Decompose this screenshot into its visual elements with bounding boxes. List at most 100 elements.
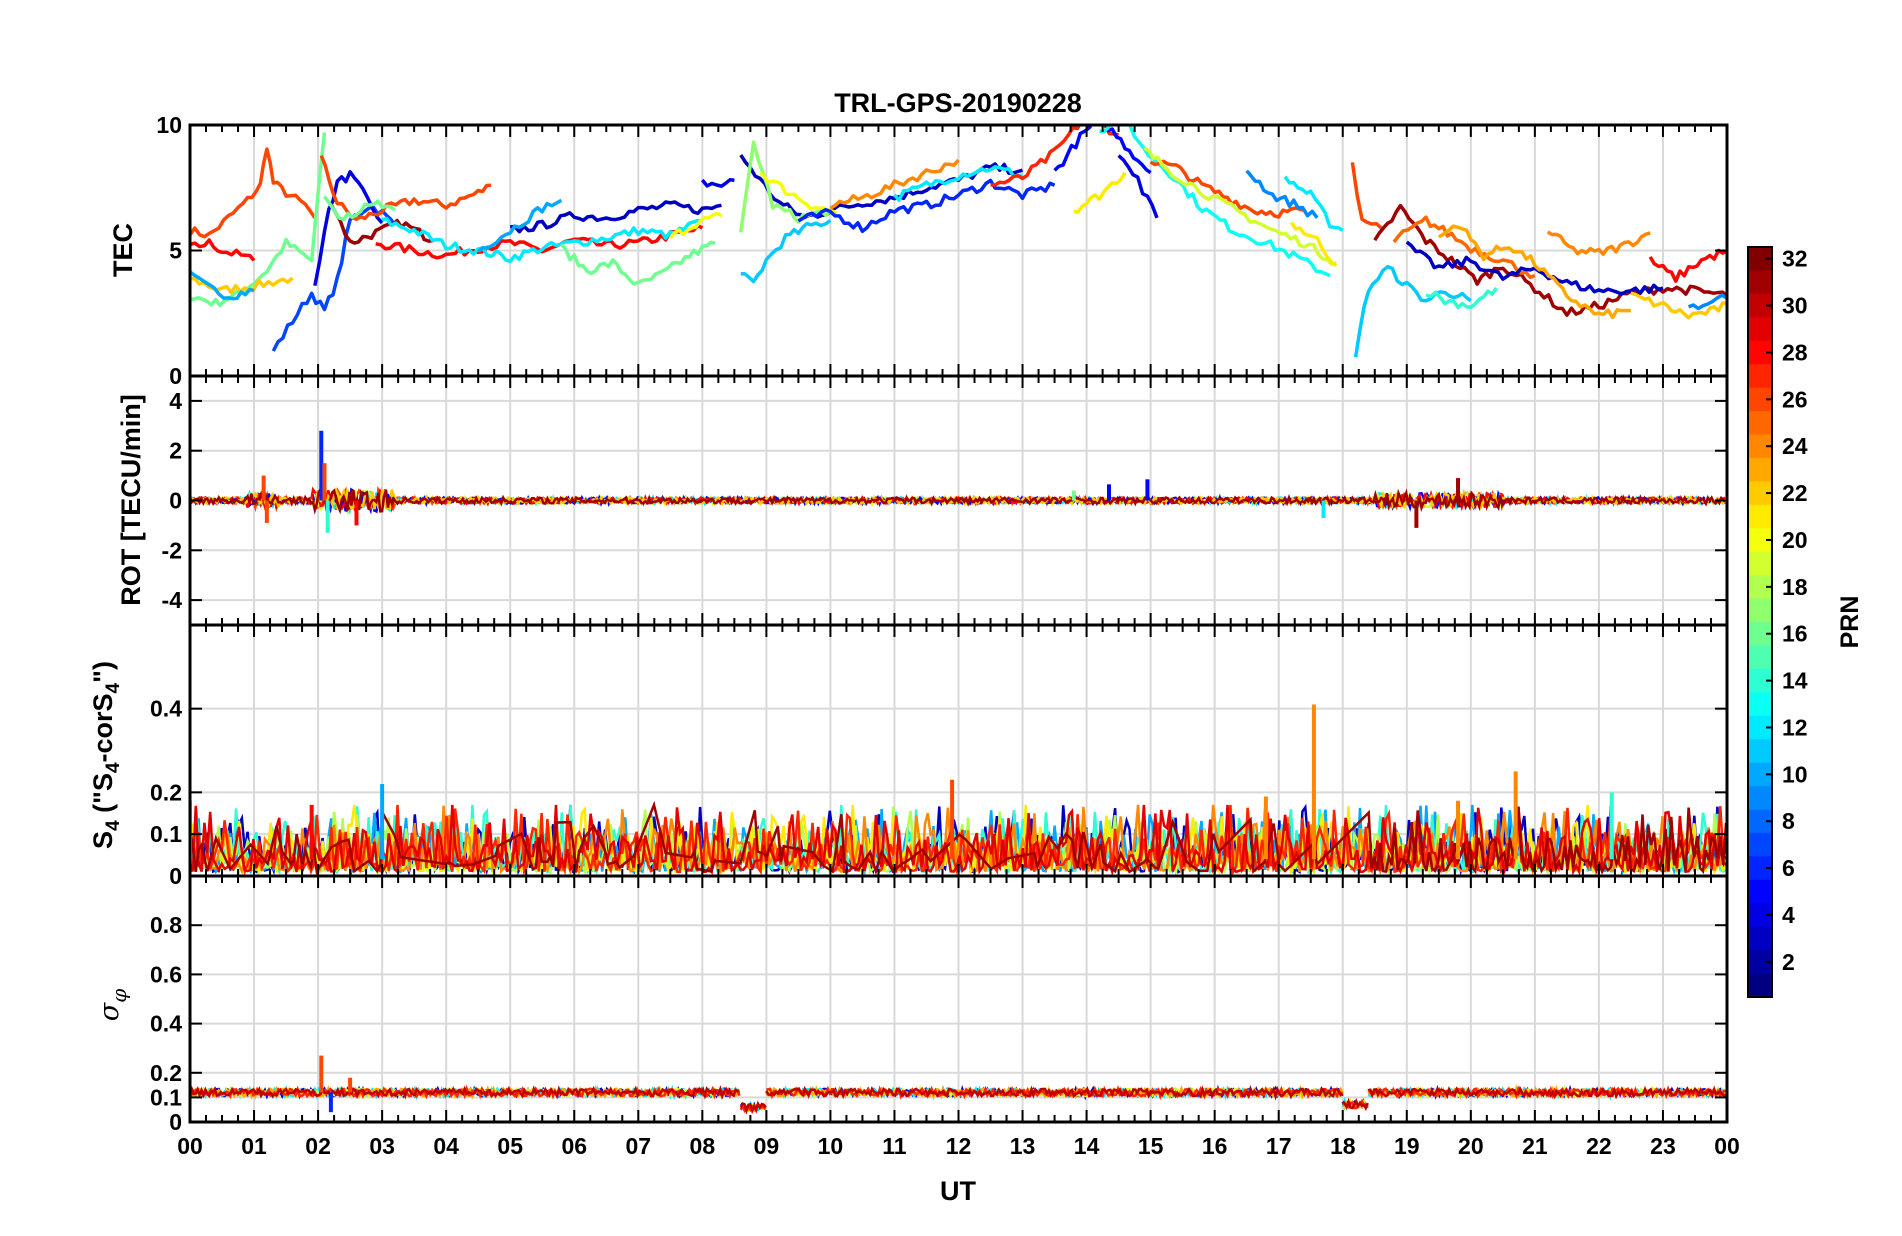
x-tick-label: 09 bbox=[754, 1133, 780, 1159]
tec-line-prn-24 bbox=[829, 158, 960, 210]
tec-line-prn-9 bbox=[1687, 293, 1727, 311]
y-tick-label: 0 bbox=[169, 488, 182, 514]
x-axis-label: UT bbox=[940, 1176, 976, 1206]
colorbar-cell bbox=[1748, 270, 1772, 295]
tec-line-prn-16 bbox=[190, 132, 327, 308]
rot-trace-prn-31 bbox=[190, 487, 1726, 515]
y-tick-label: 0.1 bbox=[150, 821, 182, 847]
tec-line-prn-20 bbox=[758, 171, 838, 215]
colorbar-tick-label: 20 bbox=[1782, 527, 1808, 553]
tec-series bbox=[190, 125, 1727, 358]
sigma-phi-ticks: 00.10.2 0.4 0.6 0.8 00 01 02 03 04 05 06 07 08 09 10 11… bbox=[150, 874, 1740, 1159]
x-tick-label: 13 bbox=[1010, 1133, 1036, 1159]
colorbar-tick-label: 24 bbox=[1782, 433, 1808, 459]
colorbar-tick-label: 28 bbox=[1782, 339, 1808, 365]
colorbar-cell bbox=[1748, 598, 1772, 623]
colorbar-tick-label: 18 bbox=[1782, 574, 1808, 600]
tec-line-prn-16 bbox=[323, 195, 397, 222]
y-tick-label: 0 bbox=[169, 863, 182, 889]
colorbar-cells bbox=[1748, 247, 1772, 998]
x-tick-label: 07 bbox=[625, 1133, 651, 1159]
tec-line-prn-4 bbox=[1117, 154, 1159, 219]
colorbar-tick-label: 10 bbox=[1782, 761, 1808, 787]
colorbar-cell bbox=[1748, 457, 1772, 482]
colorbar-cell bbox=[1748, 786, 1772, 811]
x-tick-label: 17 bbox=[1266, 1133, 1292, 1159]
colorbar-cell bbox=[1748, 317, 1772, 342]
x-tick-label: 05 bbox=[497, 1133, 523, 1159]
colorbar-tick-label: 2 bbox=[1782, 949, 1795, 975]
colorbar-tick-label: 14 bbox=[1782, 668, 1808, 694]
rot-panel: -4 -2 0 2 4 bbox=[162, 374, 1729, 627]
x-tick-label: 23 bbox=[1650, 1133, 1676, 1159]
x-tick-label: 21 bbox=[1522, 1133, 1548, 1159]
x-tick-label: 11 bbox=[882, 1133, 907, 1159]
x-tick-label: 15 bbox=[1138, 1133, 1164, 1159]
y-tick-label: 0 bbox=[169, 363, 182, 389]
tec-line-prn-16 bbox=[560, 240, 716, 286]
tec-line-prn-3 bbox=[510, 200, 722, 234]
tec-line-prn-22 bbox=[1630, 291, 1727, 320]
colorbar-tick-label: 32 bbox=[1782, 246, 1808, 272]
colorbar-cell bbox=[1748, 973, 1772, 998]
figure-title: TRL-GPS-20190228 bbox=[834, 88, 1082, 118]
x-tick-label: 16 bbox=[1202, 1133, 1228, 1159]
tec-line-prn-10 bbox=[190, 270, 255, 301]
tec-line-prn-11 bbox=[1353, 264, 1472, 358]
y-tick-label: 4 bbox=[169, 388, 182, 414]
tec-line-prn-4 bbox=[700, 177, 735, 188]
tec-line-prn-14 bbox=[1425, 287, 1498, 310]
tec-line-prn-5 bbox=[1053, 125, 1152, 175]
y-tick-label: 0.8 bbox=[150, 912, 182, 938]
tec-line-prn-3 bbox=[1405, 240, 1664, 296]
colorbar-tick-label: 26 bbox=[1782, 386, 1808, 412]
tec-line-prn-26 bbox=[1350, 162, 1383, 230]
x-tick-label: 08 bbox=[690, 1133, 716, 1159]
tec-line-prn-26 bbox=[190, 147, 317, 239]
colorbar-cell bbox=[1748, 645, 1772, 670]
tec-line-prn-25 bbox=[1392, 215, 1536, 280]
y-tick-label: 0.4 bbox=[150, 696, 182, 722]
tec-line-prn-24 bbox=[1546, 230, 1651, 256]
x-tick-label: 19 bbox=[1394, 1133, 1420, 1159]
y-tick-label: 0 bbox=[169, 1109, 182, 1135]
rot-trace-prn-28 bbox=[190, 486, 1726, 513]
tec-line-prn-9 bbox=[1245, 169, 1319, 219]
y-tick-label: 5 bbox=[169, 238, 182, 264]
tec-line-prn-20 bbox=[668, 211, 723, 240]
colorbar-label: PRN bbox=[1836, 596, 1864, 649]
x-tick-label: 10 bbox=[818, 1133, 844, 1159]
tec-line-prn-23 bbox=[1437, 224, 1631, 320]
colorbar-cell bbox=[1748, 364, 1772, 389]
x-tick-label: 22 bbox=[1586, 1133, 1612, 1159]
tec-line-prn-28 bbox=[190, 238, 256, 262]
tec-line-prn-19 bbox=[1143, 146, 1337, 266]
x-tick-label: 18 bbox=[1330, 1133, 1356, 1159]
tec-line-prn-6 bbox=[797, 178, 1056, 234]
sigma-phi-grid bbox=[189, 876, 1728, 1123]
tec-line-prn-12 bbox=[1283, 175, 1344, 232]
tec-line-prn-12 bbox=[893, 165, 1023, 202]
y-tick-label: 0.1 bbox=[150, 1084, 182, 1110]
s4-ticks: 0 0.1 0.2 0.4 bbox=[150, 623, 1729, 889]
colorbar-cell bbox=[1748, 411, 1772, 436]
colorbar-tick-label: 22 bbox=[1782, 480, 1808, 506]
x-tick-label: 00 bbox=[177, 1133, 203, 1159]
x-tick-label: 20 bbox=[1458, 1133, 1484, 1159]
x-tick-label: 02 bbox=[305, 1133, 331, 1159]
y-tick-label: 2 bbox=[169, 438, 182, 464]
colorbar-tick-label: 8 bbox=[1782, 808, 1795, 834]
sigma-phi-ylabel: σφ bbox=[94, 989, 131, 1021]
tec-ylabel: TEC bbox=[108, 223, 138, 277]
tec-line-prn-28 bbox=[1648, 248, 1727, 283]
sigma-phi-series bbox=[190, 1055, 1727, 1115]
y-tick-label: -4 bbox=[162, 587, 183, 613]
colorbar-tick-label: 12 bbox=[1782, 714, 1808, 740]
s4-ylabel: S4 ("S4-corS4") bbox=[88, 661, 124, 849]
tec-line-prn-27 bbox=[990, 125, 1119, 187]
colorbar-tick-label: 16 bbox=[1782, 621, 1808, 647]
y-tick-label: 0.2 bbox=[150, 779, 182, 805]
tec-line-prn-10 bbox=[477, 198, 563, 253]
